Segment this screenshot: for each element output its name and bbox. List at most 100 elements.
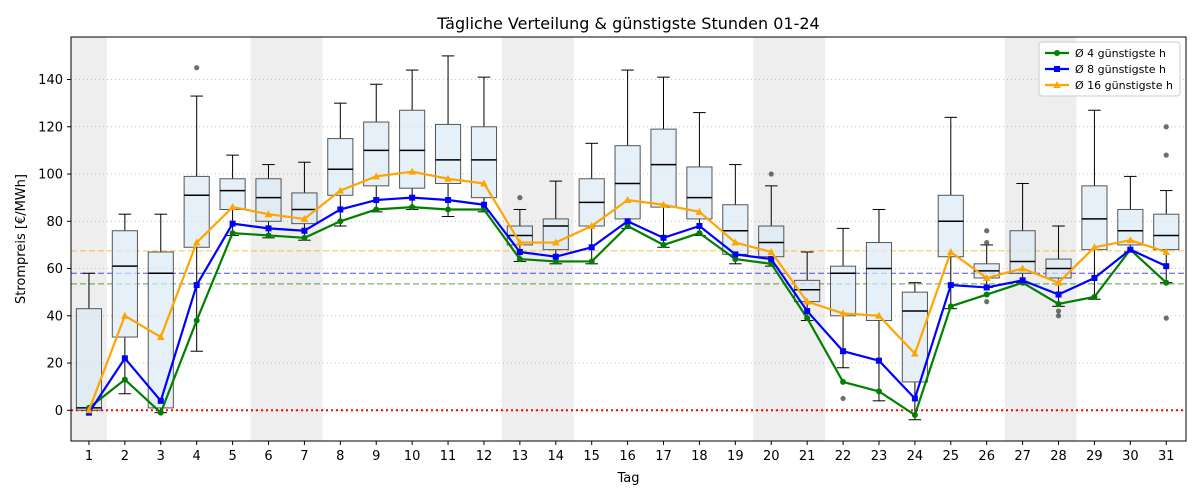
point-day-16 — [624, 223, 631, 230]
legend-label: Ø 4 günstigste h — [1075, 47, 1166, 60]
point-day-21 — [803, 297, 811, 305]
flier-0 — [194, 65, 200, 71]
flier-2 — [1163, 315, 1169, 321]
x-tick-label-2: 2 — [121, 449, 129, 464]
weekend-band-6 — [250, 37, 287, 441]
chart-title: Tägliche Verteilung & günstigste Stunden… — [436, 14, 819, 33]
point-day-16 — [623, 196, 632, 204]
box-day-11 — [434, 55, 462, 218]
x-axis-ticks: 1 2 3 4 5 6 7 8 9 10 11 12 13 14 15 16 17 18 19 20 21 22 23 24 2… — [85, 441, 1175, 464]
x-tick-label-7: 7 — [300, 449, 308, 464]
legend-swatch-marker — [1054, 66, 1060, 72]
legend-entry-1: Ø 8 günstigste h — [1045, 63, 1166, 76]
box-day-8 — [327, 102, 354, 227]
point-day-3 — [157, 409, 164, 416]
x-tick-label-17: 17 — [655, 449, 672, 464]
box-day-18 — [686, 112, 713, 236]
point-day-30 — [1126, 236, 1135, 244]
point-day-20 — [767, 247, 776, 255]
y-tick-label-60: 60 — [46, 262, 63, 277]
point-day-23 — [875, 388, 882, 395]
x-tick-label-29: 29 — [1086, 449, 1103, 464]
point-day-29 — [1091, 274, 1098, 281]
flier-1 — [1055, 313, 1062, 319]
legend-entry-0: Ø 4 günstigste h — [1045, 47, 1166, 60]
x-tick-label-1: 1 — [85, 449, 93, 464]
y-axis-label: Strompreis [€/MWh] — [14, 174, 29, 304]
x-tick-label-27: 27 — [1014, 449, 1031, 464]
point-day-2 — [121, 376, 128, 383]
x-tick-label-5: 5 — [228, 449, 236, 464]
point-day-11 — [445, 206, 452, 213]
x-tick-label-26: 26 — [978, 449, 995, 464]
box-iqr — [1081, 185, 1108, 251]
plot-frame — [70, 36, 1187, 442]
point-day-29 — [1090, 243, 1099, 251]
x-tick-label-9: 9 — [372, 449, 380, 464]
point-day-19 — [732, 251, 739, 258]
point-day-5 — [228, 203, 237, 211]
point-day-26 — [982, 273, 991, 281]
point-day-31 — [1162, 247, 1171, 255]
legend-box — [1038, 41, 1181, 97]
point-day-15 — [588, 258, 595, 265]
point-day-3 — [157, 397, 164, 404]
box-iqr — [434, 123, 462, 184]
box-iqr — [614, 145, 641, 220]
box-day-3 — [147, 213, 174, 414]
x-tick-label-24: 24 — [907, 449, 924, 464]
point-day-28 — [1055, 291, 1062, 298]
box-day-24 — [901, 282, 928, 421]
point-day-7 — [301, 234, 308, 241]
point-day-14 — [552, 253, 559, 260]
flier-0 — [1055, 308, 1062, 314]
x-tick-label-12: 12 — [476, 449, 493, 464]
x-tick-label-8: 8 — [336, 449, 344, 464]
flier-1 — [984, 239, 990, 246]
x-tick-label-18: 18 — [691, 449, 708, 464]
box-day-9 — [363, 83, 390, 213]
point-day-27 — [1019, 277, 1026, 284]
x-tick-label-20: 20 — [763, 449, 780, 464]
point-day-11 — [445, 197, 452, 204]
x-tick-label-23: 23 — [871, 449, 888, 464]
y-tick-label-40: 40 — [46, 309, 63, 324]
point-day-4 — [193, 317, 200, 324]
y-tick-label-140: 140 — [38, 73, 63, 88]
point-day-26 — [983, 284, 990, 291]
flier-0 — [1163, 124, 1169, 130]
point-day-10 — [408, 167, 416, 175]
point-day-6 — [265, 232, 272, 239]
point-day-18 — [695, 207, 704, 215]
point-day-6 — [264, 210, 273, 218]
box-iqr — [901, 291, 928, 383]
point-day-1 — [85, 406, 93, 414]
point-day-15 — [587, 222, 596, 230]
point-day-21 — [804, 308, 811, 315]
flier-0 — [768, 171, 774, 177]
point-day-28 — [1054, 278, 1063, 286]
point-day-18 — [696, 230, 703, 237]
point-day-26 — [983, 291, 990, 298]
point-day-20 — [768, 256, 775, 263]
box-day-31 — [1153, 124, 1180, 321]
box-iqr — [1153, 213, 1180, 251]
x-tick-label-30: 30 — [1122, 449, 1139, 464]
flier-1 — [1163, 152, 1169, 158]
point-day-9 — [373, 197, 380, 204]
point-day-30 — [1127, 246, 1134, 253]
x-tick-label-6: 6 — [264, 449, 272, 464]
x-tick-label-13: 13 — [512, 449, 529, 464]
point-day-15 — [588, 244, 595, 251]
point-day-9 — [372, 172, 381, 180]
legend-swatch-marker — [1053, 81, 1061, 88]
weekend-band-21 — [789, 37, 826, 441]
box-day-12 — [470, 76, 498, 213]
point-day-10 — [409, 194, 416, 201]
point-day-10 — [409, 204, 416, 211]
x-tick-label-16: 16 — [619, 449, 636, 464]
point-day-17 — [660, 241, 667, 248]
box-day-4 — [183, 65, 210, 352]
point-day-21 — [804, 315, 811, 322]
point-day-24 — [911, 412, 918, 419]
